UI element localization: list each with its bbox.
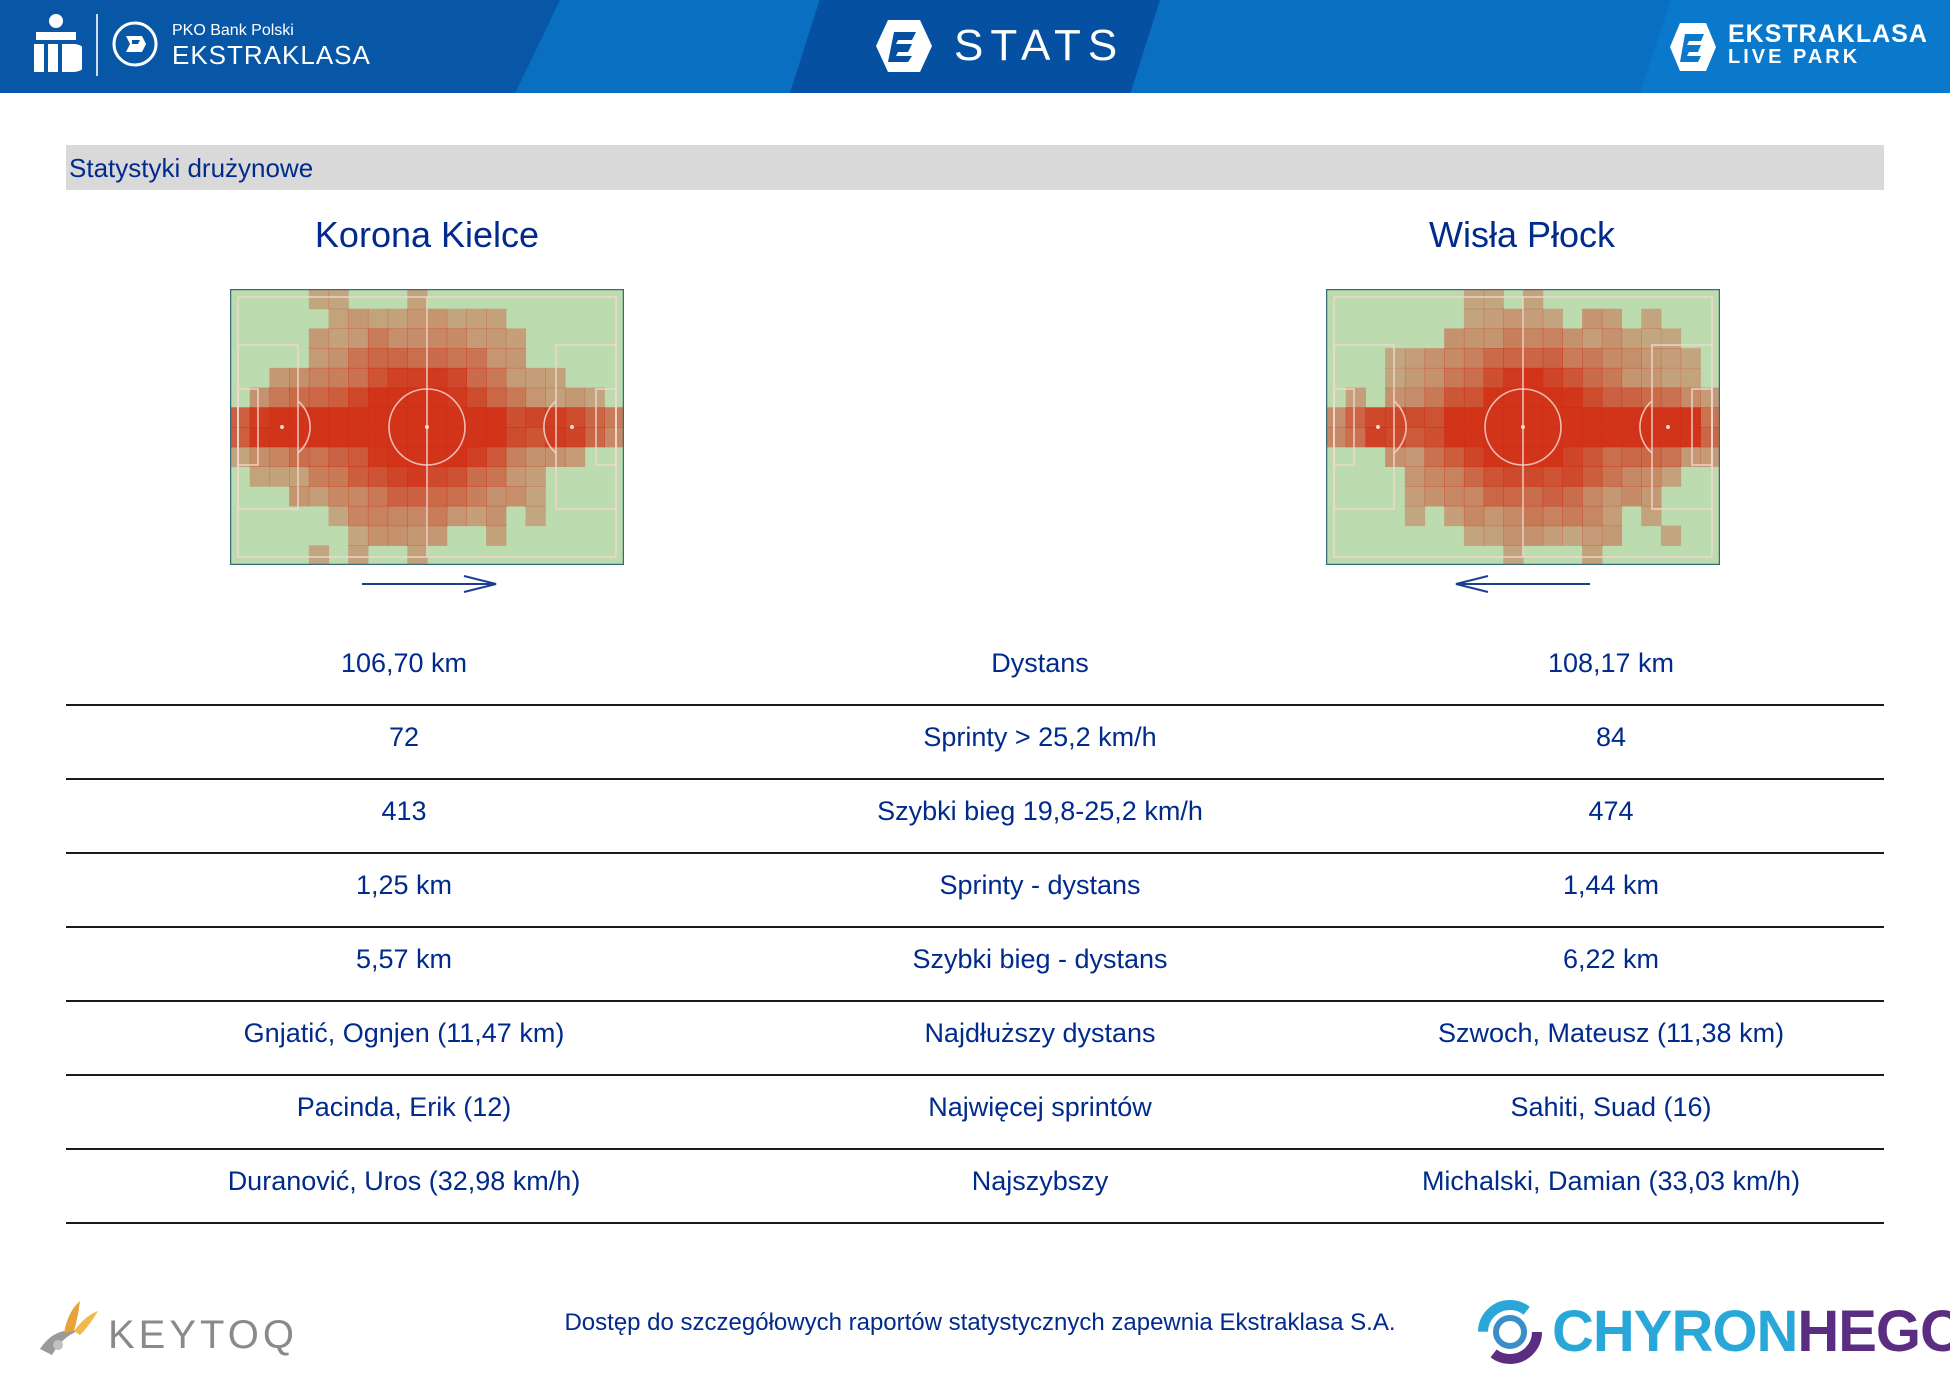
stat-row-fast-run-distance: 5,57 km Szybki bieg - dystans 6,22 km: [66, 928, 1884, 1002]
stat-row-sprints: 72 Sprinty > 25,2 km/h 84: [66, 706, 1884, 780]
section-title-bar: Statystyki drużynowe: [66, 145, 1884, 190]
home-stat-value: 5,57 km: [355, 944, 453, 974]
away-stat-value: Sahiti, Suad (16): [1510, 1092, 1712, 1122]
stat-label: Sprinty > 25,2 km/h: [923, 722, 1157, 752]
league-wordmark: EKSTRAKLASA: [172, 40, 371, 70]
away-stat-value: 108,17 km: [1547, 648, 1675, 678]
chyronhego-wordmark-part2: HEGO: [1797, 1299, 1950, 1364]
stat-label: Najdłuższy dystans: [924, 1018, 1156, 1048]
stat-label: Dystans: [991, 648, 1089, 678]
stat-row-distance: 106,70 km Dystans 108,17 km: [66, 632, 1884, 706]
header-divider: [96, 14, 98, 76]
stats-title: STATS: [954, 21, 1125, 70]
keytoq-wordmark: KEYTOQ: [108, 1313, 298, 1357]
stat-label: Sprinty - dystans: [939, 870, 1141, 900]
chyronhego-wordmark: CHYRONHEGO: [1552, 1300, 1950, 1364]
stats-e-icon: [876, 20, 932, 72]
away-stat-value: Szwoch, Mateusz (11,38 km): [1437, 1018, 1785, 1048]
away-stat-value: Michalski, Damian (33,03 km/h): [1421, 1166, 1801, 1196]
team-stats-table: 106,70 km Dystans 108,17 km 72 Sprinty >…: [66, 632, 1884, 1224]
home-team-name: Korona Kielce: [314, 214, 540, 255]
header-band-center: [790, 0, 1160, 93]
keytoq-logo-icon: [40, 1301, 98, 1355]
home-heatmap-pitch: [230, 289, 624, 565]
footer-note: Dostęp do szczegółowych raportów statyst…: [564, 1309, 1396, 1336]
away-stat-value: 474: [1588, 796, 1634, 826]
away-stat-value: 6,22 km: [1562, 944, 1660, 974]
pko-bank-logo: [34, 14, 82, 72]
stat-row-fastest: Duranović, Uros (32,98 km/h) Najszybszy …: [66, 1150, 1884, 1224]
live-park-line2: LIVE PARK: [1728, 46, 1861, 68]
away-team-name: Wisła Płock: [1428, 214, 1616, 255]
home-stat-value: Gnjatić, Ognjen (11,47 km): [243, 1018, 565, 1048]
stat-row-most-sprints: Pacinda, Erik (12) Najwięcej sprintów Sa…: [66, 1076, 1884, 1150]
home-stat-value: Duranović, Uros (32,98 km/h): [227, 1166, 581, 1196]
stat-row-longest-distance: Gnjatić, Ognjen (11,47 km) Najdłuższy dy…: [66, 1002, 1884, 1076]
home-stat-value: 1,25 km: [355, 870, 453, 900]
chyronhego-wordmark-part1: CHYRON: [1552, 1299, 1798, 1364]
away-stat-value: 84: [1595, 722, 1627, 752]
header-band-left: [0, 0, 560, 93]
home-stat-value: 413: [381, 796, 427, 826]
stat-label: Najwięcej sprintów: [928, 1092, 1152, 1122]
header-bar: PKO Bank Polski EKSTRAKLASA STATS EKSTRA…: [0, 0, 1950, 93]
stat-label: Szybki bieg - dystans: [912, 944, 1168, 974]
home-stat-value: 106,70 km: [340, 648, 468, 678]
live-park-line1: EKSTRAKLASA: [1728, 20, 1928, 48]
stat-label: Najszybszy: [971, 1166, 1109, 1196]
live-park-e-icon: [1670, 23, 1716, 71]
away-stat-value: 1,44 km: [1562, 870, 1660, 900]
home-stat-value: 72: [388, 722, 420, 752]
section-title: Statystyki drużynowe: [69, 153, 314, 183]
chyronhego-logo-icon: [1478, 1300, 1542, 1364]
away-direction-arrow-icon: [1455, 575, 1590, 593]
ekstraklasa-badge-icon: [112, 21, 158, 67]
pko-bank-text: PKO Bank Polski: [172, 22, 294, 39]
home-stat-value: Pacinda, Erik (12): [296, 1092, 512, 1122]
stat-row-fast-runs: 413 Szybki bieg 19,8-25,2 km/h 474: [66, 780, 1884, 854]
away-heatmap-pitch: [1326, 289, 1720, 565]
home-direction-arrow-icon: [362, 575, 497, 593]
stat-row-sprint-distance: 1,25 km Sprinty - dystans 1,44 km: [66, 854, 1884, 928]
stat-label: Szybki bieg 19,8-25,2 km/h: [877, 796, 1203, 826]
